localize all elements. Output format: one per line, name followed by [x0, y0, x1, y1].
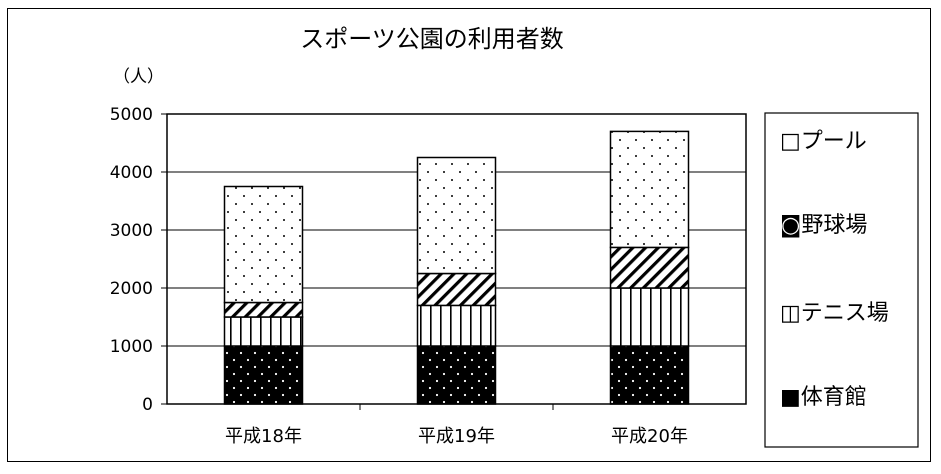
y-tick-label: 5000 [110, 105, 153, 125]
x-category-label: 平成20年 [611, 426, 688, 447]
y-axis-ticks: 0 1000 2000 3000 4000 5000 [110, 105, 167, 415]
legend-label: □プール [780, 129, 867, 154]
legend-label: ◙野球場 [780, 213, 867, 238]
y-tick-label: 1000 [110, 337, 153, 357]
legend: □プール ◙野球場 ◫テニス場 ■体育館 [764, 112, 919, 448]
legend-box [764, 112, 919, 448]
bar-segment-light-dots [609, 130, 690, 249]
bar-segment-vertical-lines [609, 287, 690, 347]
bar-segment-light-dots [416, 156, 497, 275]
x-axis-ticks: 平成18年 平成19年 平成20年 [225, 404, 688, 447]
x-category-label: 平成18年 [225, 426, 302, 447]
y-axis-unit-label: （人） [113, 67, 164, 87]
y-tick-label: 3000 [110, 221, 153, 241]
bar-segment-vertical-lines [223, 316, 304, 347]
bar-segment-dark-dots [609, 345, 690, 405]
chart-title: スポーツ公園の利用者数 [300, 25, 564, 53]
bar-segment-diagonal-hatch [223, 301, 304, 318]
bar-segment-dark-dots [416, 345, 497, 405]
bar-segment-diagonal-hatch [609, 246, 690, 289]
bar-segment-light-dots [223, 185, 304, 304]
legend-label: ◫テニス場 [780, 301, 889, 326]
bar-segment-vertical-lines [416, 304, 497, 347]
y-tick-label: 0 [142, 395, 153, 415]
plot-area-border [166, 113, 747, 405]
bar-segment-dark-dots [223, 345, 304, 405]
x-category-label: 平成19年 [418, 426, 495, 447]
y-tick-label: 2000 [110, 279, 153, 299]
legend-label: ■体育館 [780, 385, 867, 410]
bar-segment-diagonal-hatch [416, 272, 497, 307]
y-tick-label: 4000 [110, 163, 153, 183]
